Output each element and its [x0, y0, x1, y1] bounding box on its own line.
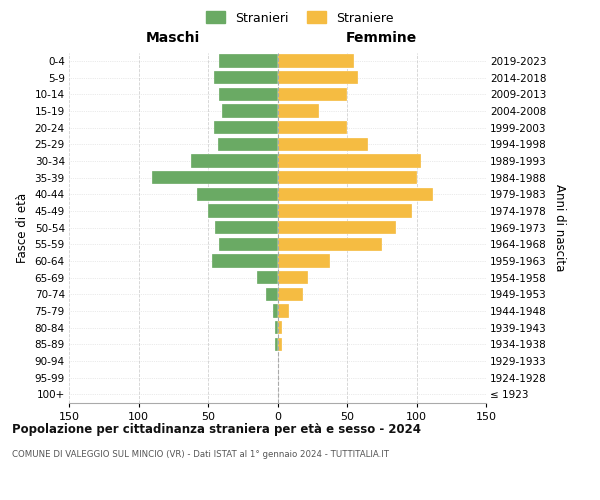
Bar: [277, 321, 281, 334]
Bar: [219, 54, 277, 68]
Bar: [277, 154, 421, 168]
Text: Maschi: Maschi: [146, 32, 200, 46]
Y-axis label: Fasce di età: Fasce di età: [16, 192, 29, 262]
Bar: [197, 188, 277, 201]
Bar: [277, 304, 289, 318]
Bar: [222, 104, 277, 118]
Bar: [219, 88, 277, 101]
Bar: [277, 71, 358, 84]
Bar: [277, 338, 281, 351]
Bar: [277, 171, 416, 184]
Text: COMUNE DI VALEGGIO SUL MINCIO (VR) - Dati ISTAT al 1° gennaio 2024 - TUTTITALIA.: COMUNE DI VALEGGIO SUL MINCIO (VR) - Dat…: [12, 450, 389, 459]
Bar: [277, 288, 302, 301]
Bar: [214, 121, 277, 134]
Bar: [277, 188, 433, 201]
Bar: [274, 304, 277, 318]
Bar: [212, 254, 277, 268]
Bar: [214, 71, 277, 84]
Bar: [277, 54, 354, 68]
Bar: [152, 171, 277, 184]
Text: Femmine: Femmine: [346, 32, 418, 46]
Bar: [257, 271, 277, 284]
Bar: [277, 254, 331, 268]
Bar: [266, 288, 277, 301]
Bar: [219, 238, 277, 251]
Legend: Stranieri, Straniere: Stranieri, Straniere: [202, 6, 398, 30]
Bar: [208, 204, 277, 218]
Bar: [215, 221, 277, 234]
Bar: [277, 271, 308, 284]
Bar: [275, 321, 277, 334]
Bar: [277, 204, 412, 218]
Bar: [277, 104, 319, 118]
Bar: [218, 138, 277, 151]
Bar: [277, 138, 368, 151]
Bar: [277, 88, 347, 101]
Bar: [277, 221, 395, 234]
Text: Popolazione per cittadinanza straniera per età e sesso - 2024: Popolazione per cittadinanza straniera p…: [12, 422, 421, 436]
Bar: [275, 338, 277, 351]
Bar: [277, 238, 382, 251]
Y-axis label: Anni di nascita: Anni di nascita: [553, 184, 566, 271]
Bar: [277, 121, 347, 134]
Bar: [191, 154, 277, 168]
